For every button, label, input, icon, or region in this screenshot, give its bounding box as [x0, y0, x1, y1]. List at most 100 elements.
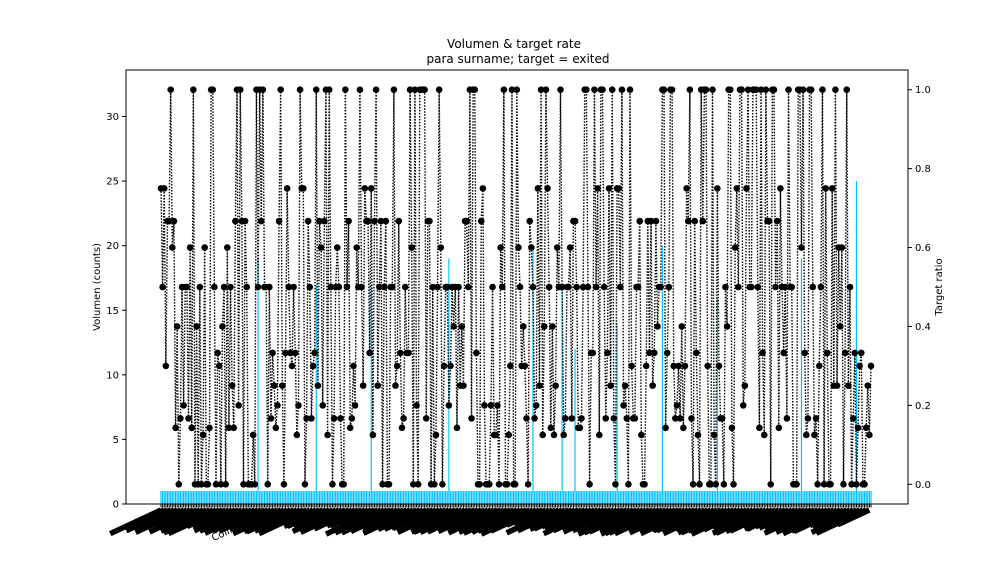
target-rate-point [549, 323, 556, 330]
bar [580, 491, 583, 504]
target-rate-point [526, 217, 534, 225]
bar [391, 491, 393, 504]
target-rate-point [316, 217, 323, 225]
target-rate-point [227, 283, 234, 291]
bar [639, 491, 641, 504]
target-rate-point [688, 415, 695, 422]
bar [210, 491, 212, 504]
bar [236, 491, 238, 504]
target-rate-point [193, 323, 200, 330]
bar [257, 258, 259, 504]
bar [794, 491, 796, 504]
bar [813, 491, 815, 504]
bar [482, 491, 484, 504]
target-rate-point [591, 86, 598, 94]
bar [593, 491, 596, 504]
target-rate-point [319, 402, 327, 409]
bar [540, 491, 542, 504]
target-rate-point [269, 349, 276, 357]
bar [360, 491, 363, 504]
bar [485, 491, 487, 504]
target-rate-point [167, 86, 175, 94]
target-rate-point [224, 244, 231, 251]
bar [643, 491, 646, 504]
target-rate-point [486, 480, 493, 488]
bar [569, 491, 571, 504]
bar [380, 491, 382, 504]
target-rate-point [620, 402, 627, 409]
target-rate-point [395, 217, 403, 225]
bar [273, 491, 275, 504]
bar [826, 491, 828, 504]
bar [394, 491, 397, 504]
target-rate-point [665, 283, 673, 291]
target-rate-point [722, 283, 729, 291]
target-rate-point [735, 283, 742, 291]
target-rate-point [300, 185, 307, 192]
target-rate-point [406, 86, 414, 94]
target-rate-point [867, 362, 875, 370]
target-rate-point [851, 349, 859, 357]
target-rate-point [759, 349, 766, 357]
bar [774, 491, 777, 504]
target-rate-point [346, 424, 354, 432]
bar [383, 491, 385, 504]
bar [420, 491, 422, 504]
bar [412, 491, 414, 504]
target-rate-point [662, 424, 669, 432]
target-rate-point [723, 323, 731, 330]
bar [462, 491, 465, 504]
bar [849, 491, 851, 504]
target-rate-point [618, 86, 626, 94]
bar [610, 491, 612, 504]
target-rate-point [291, 349, 299, 357]
bar [233, 491, 235, 504]
bar [422, 491, 424, 504]
bar [799, 491, 801, 504]
target-rate-point [529, 283, 537, 291]
bar [598, 491, 600, 504]
target-rate-point [684, 217, 692, 225]
bar [314, 491, 316, 504]
bar [564, 491, 566, 504]
target-rate-point [288, 362, 296, 370]
bar [330, 491, 332, 504]
target-rate-point [507, 362, 514, 370]
target-rate-point [212, 480, 220, 488]
target-rate-point [214, 349, 221, 357]
target-rate-point [709, 86, 716, 94]
bar [280, 491, 282, 504]
target-rate-point [634, 283, 642, 291]
target-rate-point [817, 283, 825, 291]
bar [647, 491, 649, 504]
bar [567, 491, 570, 504]
target-rate-point [595, 431, 603, 439]
target-rate-point [777, 185, 784, 192]
bar [283, 491, 285, 504]
target-rate-point [342, 86, 349, 94]
target-rate-point [775, 424, 783, 432]
bar [191, 491, 193, 504]
bar [563, 491, 565, 504]
target-rate-point [699, 217, 707, 225]
target-rate-point [788, 283, 796, 291]
bar [163, 491, 165, 504]
bar [770, 491, 772, 504]
bar [821, 491, 824, 504]
target-rate-point [743, 185, 750, 192]
target-rate-point [636, 217, 644, 225]
bar [825, 491, 827, 504]
target-rate-point [230, 424, 238, 432]
target-rate-point [390, 86, 398, 94]
target-rate-point [228, 382, 236, 389]
bar [370, 284, 372, 504]
target-rate-point [337, 415, 344, 422]
bar [700, 491, 702, 504]
bar [707, 491, 709, 504]
bar [729, 491, 731, 504]
target-rate-point [385, 480, 393, 488]
bar [606, 491, 608, 504]
target-rate-point [689, 480, 697, 488]
